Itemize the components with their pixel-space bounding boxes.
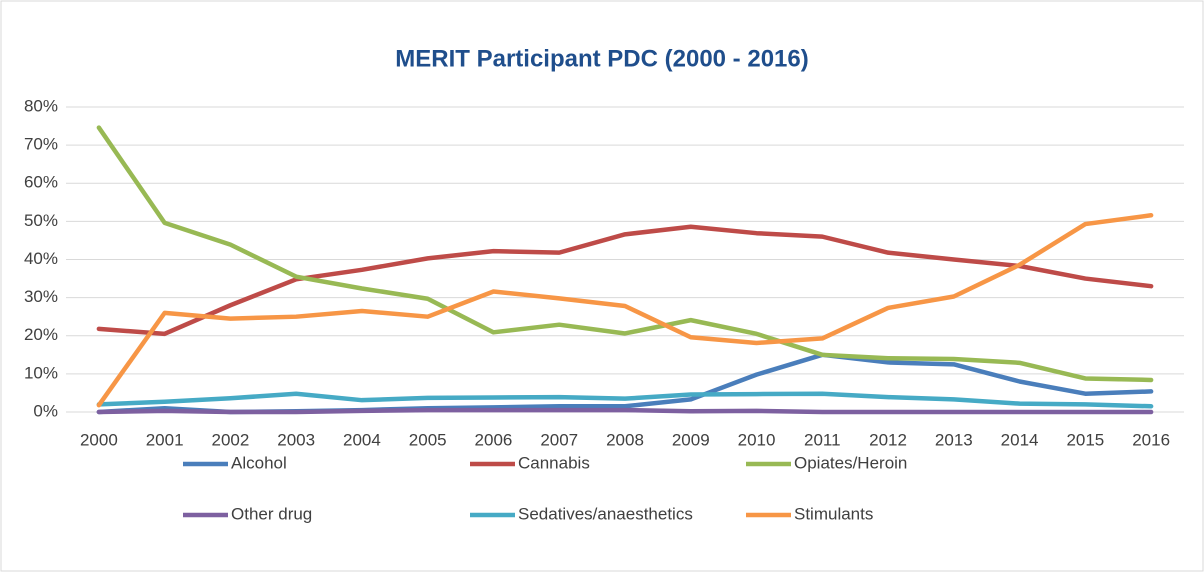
x-tick-label: 2006 <box>475 430 513 449</box>
x-tick-label: 2012 <box>869 430 907 449</box>
x-tick-label: 2011 <box>804 430 841 449</box>
x-tick-label: 2008 <box>606 430 644 449</box>
x-tick-label: 2007 <box>540 430 578 449</box>
x-tick-label: 2002 <box>211 430 249 449</box>
x-tick-label: 2004 <box>343 430 381 449</box>
series-line <box>96 407 1154 415</box>
x-tick-label: 2015 <box>1066 430 1104 449</box>
legend-label: Alcohol <box>231 453 287 472</box>
legend-label: Stimulants <box>794 504 873 523</box>
y-tick-label: 30% <box>24 287 58 306</box>
x-tick-label: 2001 <box>146 430 184 449</box>
legend-label: Cannabis <box>518 453 590 472</box>
y-tick-label: 40% <box>24 249 58 268</box>
chart-title: MERIT Participant PDC (2000 - 2016) <box>395 45 808 72</box>
x-tick-label: 2014 <box>1001 430 1039 449</box>
series-line <box>96 391 1154 409</box>
y-tick-label: 50% <box>24 211 58 230</box>
x-tick-label: 2010 <box>738 430 776 449</box>
series-line <box>96 125 1154 383</box>
legend-label: Sedatives/anaesthetics <box>518 504 693 523</box>
y-tick-label: 60% <box>24 173 58 192</box>
y-tick-label: 0% <box>33 401 58 420</box>
y-tick-label: 80% <box>24 96 58 115</box>
x-tick-label: 2009 <box>672 430 710 449</box>
legend-label: Opiates/Heroin <box>794 453 907 472</box>
x-tick-label: 2013 <box>935 430 973 449</box>
y-tick-label: 70% <box>24 135 58 154</box>
y-tick-label: 20% <box>24 325 58 344</box>
y-tick-label: 10% <box>24 363 58 382</box>
legend-label: Other drug <box>231 504 312 523</box>
series-line <box>96 213 1154 408</box>
x-tick-label: 2003 <box>277 430 315 449</box>
series-line <box>96 224 1154 337</box>
x-tick-label: 2016 <box>1132 430 1170 449</box>
x-tick-label: 2000 <box>80 430 118 449</box>
x-tick-label: 2005 <box>409 430 447 449</box>
